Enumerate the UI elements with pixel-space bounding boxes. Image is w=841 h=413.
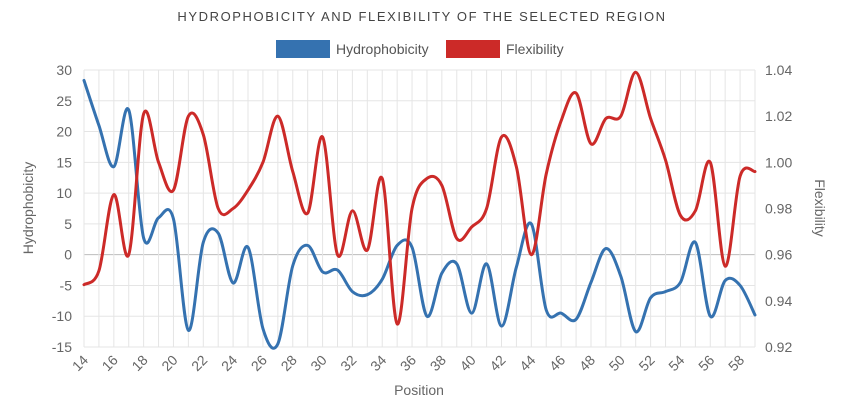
x-tick-label: 42 (486, 352, 508, 374)
left-tick-label: 20 (56, 124, 72, 140)
x-tick-label: 36 (397, 352, 419, 374)
grid (83, 69, 756, 348)
left-tick-label: -10 (52, 308, 72, 324)
x-tick-label: 44 (516, 352, 538, 374)
left-tick-label: 0 (64, 247, 72, 263)
x-tick-label: 46 (546, 352, 568, 374)
right-tick-label: 0.96 (765, 247, 792, 263)
left-tick-label: 15 (56, 154, 72, 170)
x-tick-label: 56 (695, 352, 717, 374)
x-tick-label: 24 (218, 352, 240, 374)
legend-swatch-hydrophobicity (276, 40, 330, 58)
left-tick-label: -15 (52, 339, 72, 355)
x-tick-label: 58 (725, 352, 747, 374)
legend-swatch-flexibility (446, 40, 500, 58)
left-axis-ticks: 30 25 20 15 10 5 0 -5 -10 -15 (52, 62, 72, 355)
x-tick-label: 52 (635, 352, 657, 374)
x-tick-label: 20 (158, 352, 180, 374)
x-tick-label: 50 (606, 352, 628, 374)
right-axis-ticks: 1.04 1.02 1.00 0.98 0.96 0.94 0.92 (765, 62, 792, 355)
right-tick-label: 1.04 (765, 62, 792, 78)
left-tick-label: 5 (64, 216, 72, 232)
left-tick-label: 25 (56, 93, 72, 109)
x-axis-title: Position (394, 382, 444, 398)
legend-item-hydrophobicity[interactable]: Hydrophobicity (276, 40, 429, 58)
left-tick-label: 10 (56, 185, 72, 201)
x-tick-label: 34 (367, 352, 389, 374)
right-tick-label: 0.98 (765, 201, 792, 217)
right-tick-label: 1.02 (765, 108, 792, 124)
legend-label-flexibility: Flexibility (506, 41, 564, 57)
right-axis-title: Flexibility (812, 179, 828, 237)
x-tick-label: 54 (665, 352, 687, 374)
series-line-hydrophobicity (82, 78, 757, 350)
right-tick-label: 0.92 (765, 339, 792, 355)
legend-item-flexibility[interactable]: Flexibility (446, 40, 564, 58)
x-tick-label: 18 (128, 352, 150, 374)
series-line-flexibility (82, 70, 757, 326)
x-tick-label: 30 (307, 352, 329, 374)
left-tick-label: -5 (60, 277, 73, 293)
x-tick-label: 38 (427, 352, 449, 374)
left-tick-label: 30 (56, 62, 72, 78)
x-tick-label: 22 (188, 352, 210, 374)
x-tick-label: 16 (99, 352, 121, 374)
legend: Hydrophobicity Flexibility (276, 40, 564, 58)
x-tick-label: 40 (456, 352, 478, 374)
x-tick-label: 14 (69, 352, 91, 374)
right-tick-label: 0.94 (765, 293, 792, 309)
legend-label-hydrophobicity: Hydrophobicity (336, 41, 429, 57)
x-tick-label: 32 (337, 352, 359, 374)
x-axis-ticks: 14 16 18 20 22 24 26 28 30 32 34 36 38 40 42 44 46 48 50 52… (69, 352, 748, 374)
x-tick-label: 26 (248, 352, 270, 374)
x-tick-label: 48 (576, 352, 598, 374)
right-tick-label: 1.00 (765, 154, 792, 170)
x-tick-label: 28 (278, 352, 300, 374)
series-lines (82, 70, 757, 350)
left-axis-title: Hydrophobicity (20, 162, 36, 255)
chart-title: HYDROPHOBICITY AND FLEXIBILITY OF THE SE… (177, 9, 666, 24)
